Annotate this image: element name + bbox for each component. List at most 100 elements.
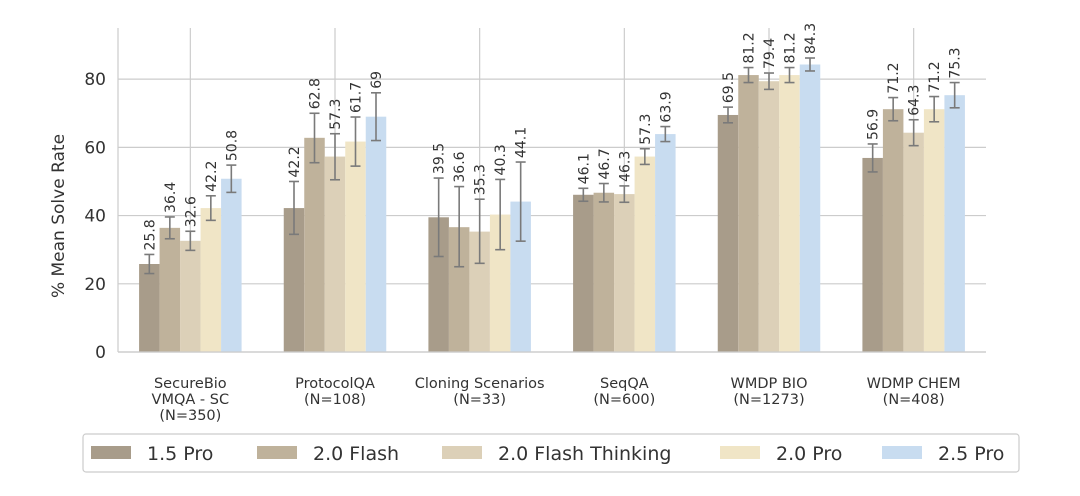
- bar: [717, 114, 739, 353]
- bar: [159, 227, 181, 352]
- bar-value-label: 61.7: [349, 82, 365, 113]
- bar: [799, 64, 821, 353]
- bar-value-label: 46.1: [576, 153, 592, 184]
- bar: [200, 208, 222, 352]
- bar: [634, 156, 656, 352]
- bar-value-label: 75.3: [948, 47, 964, 78]
- y-tick-label: 0: [95, 343, 106, 363]
- bar: [738, 75, 759, 353]
- y-tick-label: 40: [84, 207, 106, 227]
- bar: [283, 208, 305, 352]
- bar-value-label: 44.1: [514, 127, 530, 158]
- bar: [862, 157, 883, 352]
- bar-value-label: 42.2: [204, 161, 220, 192]
- bar-value-label: 57.3: [638, 114, 654, 145]
- bar-value-label: 56.9: [866, 109, 882, 140]
- bar-value-label: 36.4: [163, 182, 179, 213]
- x-category-label-line: WDMP CHEM: [867, 376, 961, 392]
- bar: [345, 141, 366, 352]
- x-category-label: SeqQA (N=600): [593, 376, 655, 408]
- bar: [304, 137, 325, 352]
- bar: [923, 109, 945, 352]
- bar: [365, 116, 387, 353]
- bar-value-label: 35.3: [473, 164, 489, 195]
- x-category-label-line: SeqQA: [600, 376, 649, 392]
- legend-label: 1.5 Pro: [147, 443, 213, 465]
- bar: [139, 264, 160, 352]
- grid-lines: [118, 28, 986, 353]
- legend-swatch: [882, 446, 922, 459]
- bar-value-label: 32.6: [183, 196, 199, 227]
- bar-value-label: 64.3: [907, 85, 923, 116]
- bar: [593, 192, 615, 352]
- bar-value-label: 42.2: [287, 146, 303, 177]
- bar-value-label: 62.8: [308, 78, 324, 109]
- bar-value-label: 63.9: [658, 91, 674, 122]
- y-tick-label: 80: [84, 70, 106, 90]
- bar: [489, 214, 511, 352]
- bar-value-label: 36.6: [452, 151, 468, 182]
- bars: [139, 57, 965, 353]
- x-category-label-line: (N=408): [883, 392, 945, 408]
- bar-value-label: 46.3: [617, 151, 633, 182]
- bar-value-label: 69.5: [721, 72, 737, 103]
- bar: [758, 81, 780, 352]
- legend-label: 2.5 Pro: [938, 443, 1004, 465]
- legend: 1.5 Pro 2.0 Flash 2.0 Flash Thinking 2.0 Pr…: [82, 433, 1020, 473]
- bar: [324, 156, 346, 352]
- x-category-label-line: Cloning Scenarios: [415, 376, 545, 392]
- bar-value-label: 25.8: [142, 219, 158, 250]
- bar-value-label: 81.2: [783, 32, 799, 63]
- x-category-label: WDMP CHEM (N=408): [867, 376, 961, 408]
- bar: [903, 132, 924, 352]
- legend-label: 2.0 Flash: [313, 443, 399, 465]
- bar-value-label: 50.8: [224, 130, 240, 161]
- x-category-label-line: VMQA - SC: [152, 392, 230, 408]
- bar-value-label: 57.3: [328, 99, 344, 130]
- x-category-label: SecureBio VMQA - SC (N=350): [152, 376, 230, 424]
- bar: [779, 75, 800, 353]
- bar-value-label: 71.2: [927, 61, 943, 92]
- x-category-label-line: (N=1273): [733, 392, 804, 408]
- x-category-label-line: ProtocolQA: [295, 376, 375, 392]
- x-category-label-line: (N=108): [304, 392, 366, 408]
- legend-frame: [82, 433, 1020, 473]
- x-category-label: ProtocolQA (N=108): [295, 376, 375, 408]
- bar: [882, 109, 904, 352]
- bar: [448, 227, 470, 352]
- bar: [944, 95, 965, 352]
- x-category-label-line: (N=350): [159, 408, 221, 424]
- x-category-label-line: (N=600): [593, 392, 655, 408]
- bar: [469, 231, 490, 352]
- bar-value-label: 71.2: [886, 62, 902, 93]
- x-category-label: WMDP BIO (N=1273): [730, 376, 807, 408]
- bar-value-label: 84.3: [803, 23, 819, 54]
- x-category-label-line: SecureBio: [154, 376, 227, 392]
- y-tick-label: 20: [84, 275, 106, 295]
- bar: [221, 178, 242, 352]
- legend-label: 2.0 Pro: [776, 443, 842, 465]
- bar: [510, 201, 531, 352]
- bar-value-label: 40.3: [493, 144, 509, 175]
- y-axis-label: % Mean Solve Rate: [49, 134, 69, 298]
- legend-label: 2.0 Flash Thinking: [498, 443, 671, 465]
- bar-value-label: 81.2: [742, 32, 758, 63]
- bar: [573, 194, 594, 352]
- bar: [180, 240, 201, 352]
- bar: [655, 134, 676, 352]
- bar-value-label: 39.5: [432, 143, 448, 174]
- bar: [614, 194, 635, 352]
- axes: 0 20 40 60 80 SecureBio VMQA - SC (N=350) Protoc…: [84, 28, 986, 424]
- legend-swatch: [720, 446, 760, 459]
- bar-value-label: 46.7: [597, 148, 613, 179]
- value-labels: 25.836.4 32.642.250.842.262.857.361.76939…: [142, 23, 963, 251]
- y-tick-label: 60: [84, 138, 106, 158]
- legend-swatch: [442, 446, 482, 459]
- legend-swatch: [91, 446, 131, 459]
- bar-value-label: 79.4: [762, 38, 778, 69]
- x-category-label: Cloning Scenarios (N=33): [415, 376, 545, 408]
- x-category-label-line: (N=33): [453, 392, 506, 408]
- x-category-label-line: WMDP BIO: [730, 376, 807, 392]
- legend-swatch: [257, 446, 297, 459]
